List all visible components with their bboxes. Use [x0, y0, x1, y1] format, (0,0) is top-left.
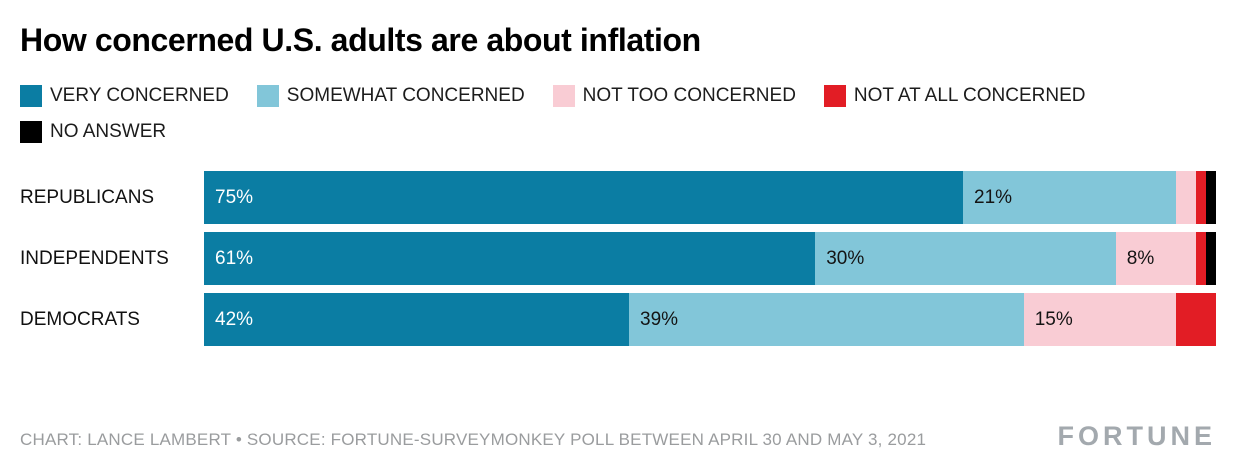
bar-segment: 42% [204, 293, 630, 346]
bar-track: 61% 30% 8% [204, 232, 1216, 285]
bar-row: DEMOCRATS 42% 39% 15% [20, 293, 1216, 346]
chart-credit: CHART: LANCE LAMBERT • SOURCE: FORTUNE-S… [20, 430, 927, 449]
bar-segment [1205, 171, 1216, 224]
bar-segment: 30% [815, 232, 1116, 285]
legend-swatch [20, 121, 42, 143]
bar-segment: 21% [963, 171, 1176, 224]
legend-item: SOMEWHAT CONCERNED [256, 85, 525, 107]
bar-segment: 8% [1115, 232, 1196, 285]
legend: VERY CONCERNED SOMEWHAT CONCERNED NOT TOO … [20, 85, 1205, 143]
category-label: DEMOCRATS [20, 308, 140, 330]
legend-item: NOT AT ALL CONCERNED [823, 85, 1086, 107]
segment-value-label: 8% [1126, 247, 1155, 269]
legend-item: VERY CONCERNED [20, 85, 229, 107]
bar-row: INDEPENDENTS 61% 30% 8% [20, 232, 1216, 285]
category-label: REPUBLICANS [20, 186, 155, 208]
legend-swatch [256, 85, 279, 107]
bar-row: REPUBLICANS 75% 21% [20, 171, 1216, 224]
legend-swatch [20, 85, 42, 107]
legend-label: NOT AT ALL CONCERNED [853, 85, 1086, 106]
bar-segment [1195, 171, 1206, 224]
fortune-logo: FORTUNE [1057, 421, 1216, 451]
bar-segment: 15% [1023, 293, 1176, 346]
legend-label: VERY CONCERNED [50, 85, 229, 106]
bar-segment: 61% [204, 232, 816, 285]
legend-swatch [552, 85, 575, 107]
legend-item: NO ANSWER [20, 121, 166, 143]
segment-value-label: 15% [1034, 308, 1073, 330]
chart-title: How concerned U.S. adults are about infl… [20, 22, 701, 58]
bar-segment: 39% [629, 293, 1024, 346]
bar-segment [1175, 171, 1196, 224]
stacked-bar-chart: REPUBLICANS 75% 21% INDEPENDENTS 61% 30% 8% DEM… [20, 171, 1216, 346]
segment-value-label: 39% [640, 308, 679, 330]
segment-value-label: 30% [826, 247, 865, 269]
bar-segment [1175, 293, 1216, 346]
chart-footer: CHART: LANCE LAMBERT • SOURCE: FORTUNE-S… [20, 423, 1216, 450]
category-label: INDEPENDENTS [20, 247, 169, 269]
bar-segment [1195, 232, 1206, 285]
bar-track: 75% 21% [204, 171, 1216, 224]
bar-segment [1205, 232, 1216, 285]
legend-label: SOMEWHAT CONCERNED [286, 85, 525, 106]
legend-swatch [823, 85, 846, 107]
segment-value-label: 42% [215, 308, 254, 330]
bar-segment: 75% [204, 171, 963, 224]
segment-value-label: 61% [215, 247, 254, 269]
legend-label: NOT TOO CONCERNED [582, 85, 796, 106]
segment-value-label: 75% [215, 186, 254, 208]
legend-item: NOT TOO CONCERNED [552, 85, 796, 107]
legend-label: NO ANSWER [50, 121, 167, 142]
bar-track: 42% 39% 15% [204, 293, 1216, 346]
segment-value-label: 21% [974, 186, 1013, 208]
